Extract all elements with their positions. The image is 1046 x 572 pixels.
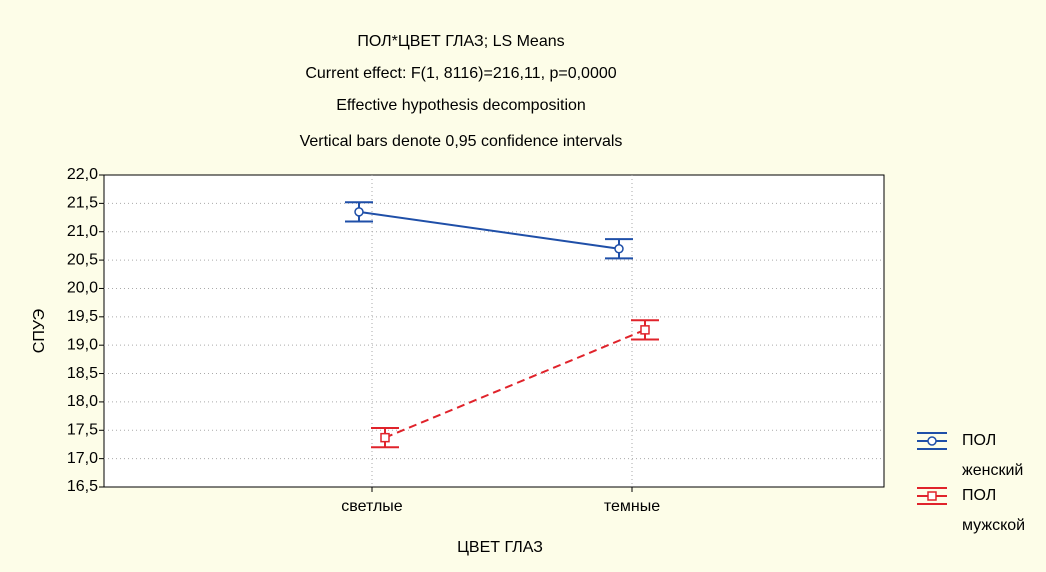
legend-title: ПОЛ — [962, 432, 996, 449]
y-tick-label: 16,5 — [67, 478, 98, 495]
chart-subtitle: Effective hypothesis decomposition — [336, 97, 586, 114]
y-tick-label: 20,0 — [67, 280, 98, 297]
marker — [927, 436, 937, 446]
marker — [614, 243, 624, 254]
legend-label: мужской — [962, 517, 1025, 534]
y-tick-label: 22,0 — [67, 166, 98, 183]
plot-area — [103, 174, 885, 488]
marker — [640, 325, 650, 335]
y-tick-label: 18,0 — [67, 393, 98, 410]
marker — [354, 207, 364, 217]
series-line — [358, 210, 620, 250]
marker — [380, 432, 390, 443]
y-tick-label: 19,0 — [67, 336, 98, 353]
y-tick-label: 21,5 — [67, 195, 98, 212]
y-axis-label: СПУЭ — [31, 309, 48, 353]
series-line — [384, 328, 646, 439]
legend-label: женский — [962, 462, 1023, 479]
y-tick-label: 21,0 — [67, 223, 98, 240]
chart-subtitle: Vertical bars denote 0,95 confidence int… — [300, 133, 623, 150]
chart-title: ПОЛ*ЦВЕТ ГЛАЗ; LS Means — [357, 33, 564, 50]
y-tick-label: 18,5 — [67, 365, 98, 382]
x-tick-label: темные — [604, 498, 660, 515]
x-tick-label: светлые — [341, 498, 403, 515]
x-axis-label: ЦВЕТ ГЛАЗ — [457, 539, 543, 556]
marker — [927, 491, 937, 501]
y-tick-label: 17,5 — [67, 421, 98, 438]
y-tick-label: 20,5 — [67, 251, 98, 268]
y-tick-label: 17,0 — [67, 450, 98, 467]
chart-subtitle: Current effect: F(1, 8116)=216,11, p=0,0… — [305, 65, 616, 82]
legend-title: ПОЛ — [962, 487, 996, 504]
y-tick-label: 19,5 — [67, 308, 98, 325]
